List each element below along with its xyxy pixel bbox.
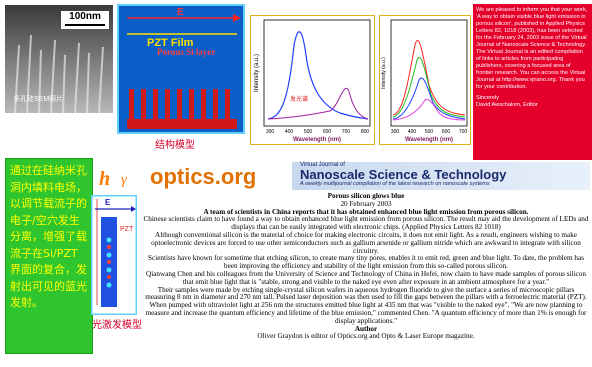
notice-box: We are pleased to inform you that your w… (473, 4, 592, 160)
journal-sub: A weekly multijournal compilation of the… (300, 181, 590, 187)
x-tick-label: 300 (266, 129, 275, 135)
x-tick-label: 600 (323, 129, 332, 135)
journal-name: Nanoscale Science & Technology (300, 168, 590, 181)
paragraph: Chinese scientists claim to have found a… (142, 216, 590, 232)
film-label: PZT (120, 226, 134, 233)
structure-diagram: E PZT Film Porous Si layer (117, 4, 245, 134)
article: Porous silicon glows blue 20 February 20… (142, 193, 590, 341)
excitation-caption: 光激发模型 (92, 316, 142, 331)
x-tick-label: 400 (408, 129, 417, 135)
paragraph: Qianwang Chen and his colleagues from th… (142, 271, 590, 287)
x-tick-label: 700 (342, 129, 351, 135)
x-tick-label: 400 (285, 129, 294, 135)
sem-caption: 多孔硅SEM照片 (13, 94, 63, 103)
structure-caption: 结构模型 (155, 136, 195, 151)
field-label: E (177, 7, 184, 18)
notice-signature: David Awschalom, Editor (476, 102, 589, 109)
excitation-diagram: E PZT (91, 195, 137, 315)
optics-banner: optics.org (150, 164, 290, 190)
spectrum-graph-2: Intensity (a.u.) 300 400 500 600 700 Wav… (379, 15, 471, 145)
y-axis-label: Intensity (a.u.) (254, 54, 260, 92)
y-axis-label: Intensity (a.u.) (381, 57, 387, 89)
sem-image: 100nm 多孔硅SEM照片 (5, 5, 113, 113)
paragraph: Scientists have known for sometime that … (142, 255, 590, 271)
paragraph: When pumped with ultraviolet light at 25… (142, 302, 590, 325)
description-box: 通过在硅纳米孔洞内填料电场，以调节载流子的电子/空穴发生分离，增强了载流子在Si… (5, 158, 93, 354)
spectrum-graph: 发光谱 Intensity (a.u.) 300 400 500 600 700… (250, 15, 375, 145)
notice-body: We are pleased to inform you that your w… (476, 7, 589, 91)
photon-h: h (99, 168, 110, 191)
paragraph: Their samples were made by etching singl… (142, 287, 590, 303)
x-tick-label: 700 (459, 129, 468, 135)
x-axis-label: Wavelength (nm) (293, 137, 341, 143)
spectrum-note: 发光谱 (290, 95, 308, 103)
x-axis-label: Wavelength (nm) (405, 137, 453, 143)
x-tick-label: 800 (361, 129, 370, 135)
x-tick-label: 300 (391, 129, 400, 135)
field-label: E (105, 198, 111, 207)
photon-gamma: γ (121, 172, 127, 189)
author: Oliver Graydon is editor of Optics.org a… (142, 333, 590, 341)
x-tick-label: 500 (425, 129, 434, 135)
paragraph: Although conventional silicon is the mat… (142, 232, 590, 255)
page: 100nm 多孔硅SEM照片 E PZT Film Porous Si laye… (0, 0, 592, 367)
x-tick-label: 600 (442, 129, 451, 135)
layer-label: Porous Si layer (157, 48, 217, 57)
journal-banner: Virtual Journal of Nanoscale Science & T… (292, 162, 590, 190)
scale-label: 100nm (69, 11, 101, 22)
notice-closing: Sincerely (476, 95, 589, 102)
x-tick-label: 500 (304, 129, 313, 135)
